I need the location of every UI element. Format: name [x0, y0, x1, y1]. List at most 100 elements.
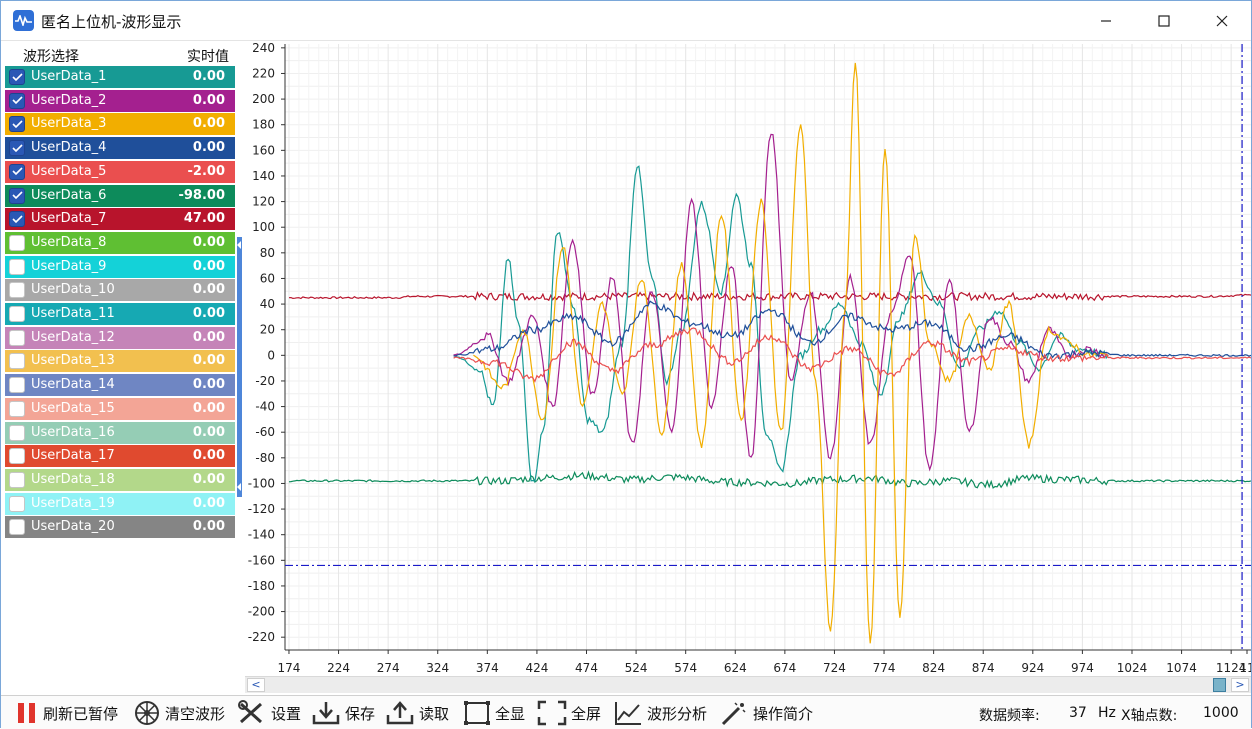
operation-help-label: 操作简介 [753, 704, 814, 723]
channel-realtime-value: 0.00 [192, 92, 225, 108]
channel-checkbox[interactable] [9, 116, 25, 133]
channel-row[interactable]: UserData_3 0.00 [5, 113, 235, 136]
clear-waveform-button[interactable]: 清空波形 [133, 700, 225, 726]
channel-checkbox[interactable] [9, 258, 25, 275]
channel-checkbox[interactable] [9, 187, 25, 204]
channel-row[interactable]: UserData_8 0.00 [5, 231, 235, 254]
checkmark-icon [11, 167, 23, 176]
channel-row[interactable]: UserData_5 -2.00 [5, 160, 235, 183]
channel-checkbox[interactable] [9, 471, 25, 488]
channel-checkbox[interactable] [9, 282, 25, 299]
x-tick-label: 11 [1239, 661, 1251, 675]
channel-row[interactable]: UserData_17 0.00 [5, 445, 235, 468]
channel-row[interactable]: UserData_15 0.00 [5, 397, 235, 420]
minimize-button[interactable] [1077, 1, 1135, 41]
channel-checkbox[interactable] [9, 69, 25, 85]
channel-realtime-value: -2.00 [187, 163, 225, 179]
channel-checkbox[interactable] [9, 92, 25, 109]
pause-icon [18, 703, 35, 723]
clear-waveform-label: 清空波形 [165, 704, 226, 723]
channel-checkbox[interactable] [9, 163, 25, 180]
channel-checkbox[interactable] [9, 448, 25, 465]
channel-realtime-value: 0.00 [192, 495, 225, 511]
y-tick-label: 0 [267, 348, 275, 362]
channel-realtime-value: 0.00 [192, 471, 225, 487]
channel-realtime-value: 0.00 [192, 258, 225, 274]
channel-row[interactable]: UserData_18 0.00 [5, 468, 235, 491]
channel-row[interactable]: UserData_7 47.00 [5, 208, 235, 231]
channel-realtime-value: 0.00 [192, 234, 225, 250]
channel-row[interactable]: UserData_6 -98.00 [5, 184, 235, 207]
waveform-analysis-button[interactable]: 波形分析 [613, 700, 707, 726]
channel-row[interactable]: UserData_1 0.00 [5, 66, 235, 88]
y-tick-label: 40 [260, 297, 275, 311]
save-button[interactable]: 保存 [311, 700, 375, 726]
channel-checkbox[interactable] [9, 377, 25, 394]
channel-realtime-value: 0.00 [192, 448, 225, 464]
channel-row[interactable]: UserData_20 0.00 [5, 516, 235, 539]
channel-name: UserData_6 [31, 187, 107, 203]
title-bar: 匿名上位机-波形显示 [1, 1, 1251, 41]
channel-checkbox[interactable] [9, 400, 25, 417]
waveform-chart[interactable]: 240220200180160140120100806040200-20-40-… [245, 41, 1252, 676]
checkmark-icon [11, 144, 23, 152]
x-tick-label: 624 [724, 661, 747, 675]
channel-checkbox[interactable] [9, 234, 25, 251]
y-tick-label: 20 [260, 323, 275, 337]
load-button[interactable]: 读取 [385, 700, 449, 726]
channel-row[interactable]: UserData_10 0.00 [5, 279, 235, 302]
waveform-analysis-label: 波形分析 [647, 704, 708, 723]
channel-row[interactable]: UserData_4 0.00 [5, 137, 235, 160]
waveform-series-line [453, 165, 1109, 483]
line-chart-icon [615, 702, 641, 725]
x-tick-label: 824 [922, 661, 945, 675]
y-tick-label: -60 [255, 425, 275, 439]
scroll-thumb[interactable] [1213, 678, 1226, 692]
checkmark-icon [11, 96, 23, 105]
channel-name: UserData_15 [31, 400, 115, 416]
channel-row[interactable]: UserData_12 0.00 [5, 326, 235, 349]
channel-row[interactable]: UserData_14 0.00 [5, 374, 235, 397]
operation-help-button[interactable]: 操作简介 [719, 700, 813, 726]
clear-wheel-icon [135, 701, 159, 725]
y-tick-label: 140 [252, 169, 275, 183]
settings-button[interactable]: 设置 [237, 700, 301, 726]
channel-row[interactable]: UserData_19 0.00 [5, 492, 235, 515]
fit-all-button[interactable]: 全显 [463, 700, 525, 726]
y-tick-label: -20 [255, 374, 275, 388]
plot-horizontal-scrollbar[interactable]: < > [245, 676, 1251, 693]
y-tick-label: -80 [255, 451, 275, 465]
channel-checkbox[interactable] [9, 306, 25, 322]
save-label: 保存 [345, 704, 376, 723]
scroll-left-button[interactable]: < [247, 678, 265, 692]
channel-checkbox[interactable] [9, 519, 25, 536]
waveform-plot[interactable]: 240 220 200 180 160 140 120 100 80 60 40 20 0 -20 -40-… [245, 41, 1252, 694]
panel-splitter[interactable] [237, 237, 242, 497]
y-tick-label: 160 [252, 143, 275, 157]
channel-name: UserData_3 [31, 116, 107, 132]
download-icon [312, 702, 340, 725]
channel-checkbox[interactable] [9, 495, 25, 512]
channel-checkbox[interactable] [9, 424, 25, 441]
checkmark-icon [11, 215, 23, 223]
channel-checkbox[interactable] [9, 211, 25, 228]
channel-realtime-value: 0.00 [192, 329, 225, 345]
maximize-button[interactable] [1135, 1, 1193, 41]
scroll-right-button[interactable]: > [1231, 678, 1249, 692]
refresh-paused-button[interactable]: 刷新已暂停 [15, 700, 118, 726]
refresh-paused-label: 刷新已暂停 [43, 704, 119, 723]
channel-row[interactable]: UserData_2 0.00 [5, 89, 235, 112]
waveform-series-line [453, 300, 1252, 360]
channel-checkbox[interactable] [9, 353, 25, 370]
channel-row[interactable]: UserData_16 0.00 [5, 421, 235, 444]
y-tick-label: 100 [252, 220, 275, 234]
close-button[interactable] [1193, 1, 1251, 41]
channel-checkbox[interactable] [9, 329, 25, 346]
channel-row[interactable]: UserData_11 0.00 [5, 303, 235, 325]
channel-row[interactable]: UserData_9 0.00 [5, 255, 235, 278]
y-tick-label: -40 [255, 400, 275, 414]
minimize-icon [1101, 20, 1111, 22]
fullscreen-button[interactable]: 全屏 [537, 700, 601, 726]
channel-row[interactable]: UserData_13 0.00 [5, 350, 235, 373]
channel-checkbox[interactable] [9, 140, 25, 157]
